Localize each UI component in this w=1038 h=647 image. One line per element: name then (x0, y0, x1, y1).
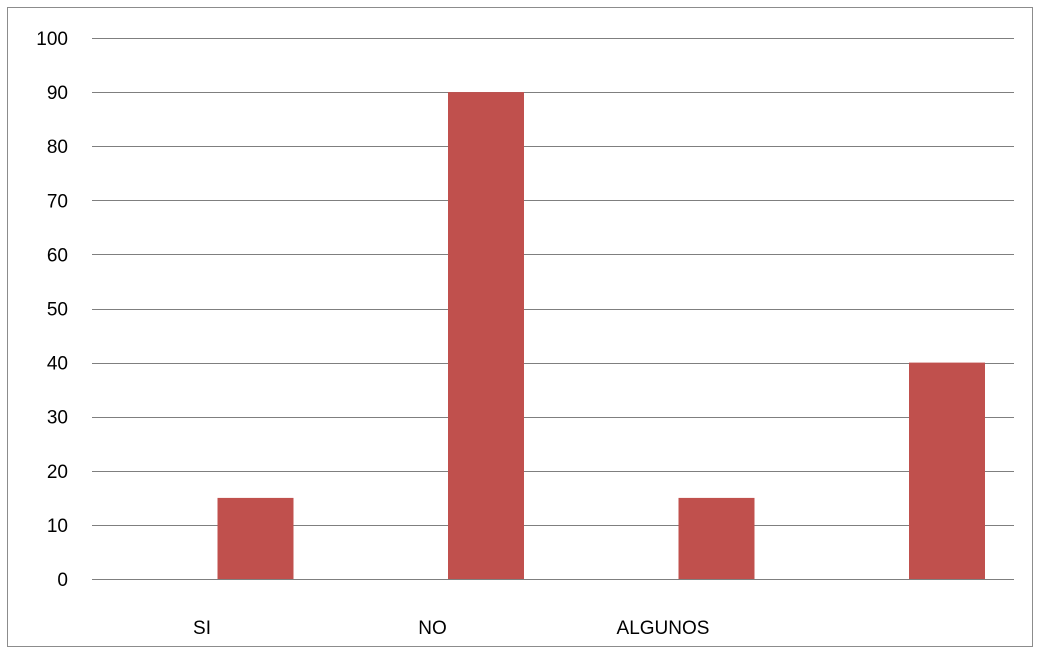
bars (217, 92, 985, 579)
x-category-label: NO (418, 618, 447, 639)
bar-algunos (678, 497, 755, 579)
y-tick-label: 70 (47, 191, 68, 212)
y-tick-label: 100 (36, 29, 68, 50)
x-category-label: SI (193, 618, 211, 639)
bar-unlabeled-3 (909, 362, 985, 579)
bar-si (217, 497, 294, 579)
y-tick-label: 80 (47, 137, 68, 158)
y-tick-label: 90 (47, 83, 68, 104)
y-tick-label: 20 (47, 462, 68, 483)
x-axis-category-labels: SI NO ALGUNOS (193, 618, 709, 639)
x-category-label: ALGUNOS (617, 618, 710, 639)
bar-no (448, 92, 524, 579)
y-tick-label: 40 (47, 354, 68, 375)
y-tick-label: 50 (47, 300, 68, 321)
y-tick-label: 0 (57, 570, 68, 591)
y-axis-tick-labels: 0 10 20 30 40 50 60 70 80 90 100 (36, 29, 68, 591)
y-tick-label: 10 (47, 516, 68, 537)
y-tick-label: 60 (47, 245, 68, 266)
y-tick-label: 30 (47, 408, 68, 429)
